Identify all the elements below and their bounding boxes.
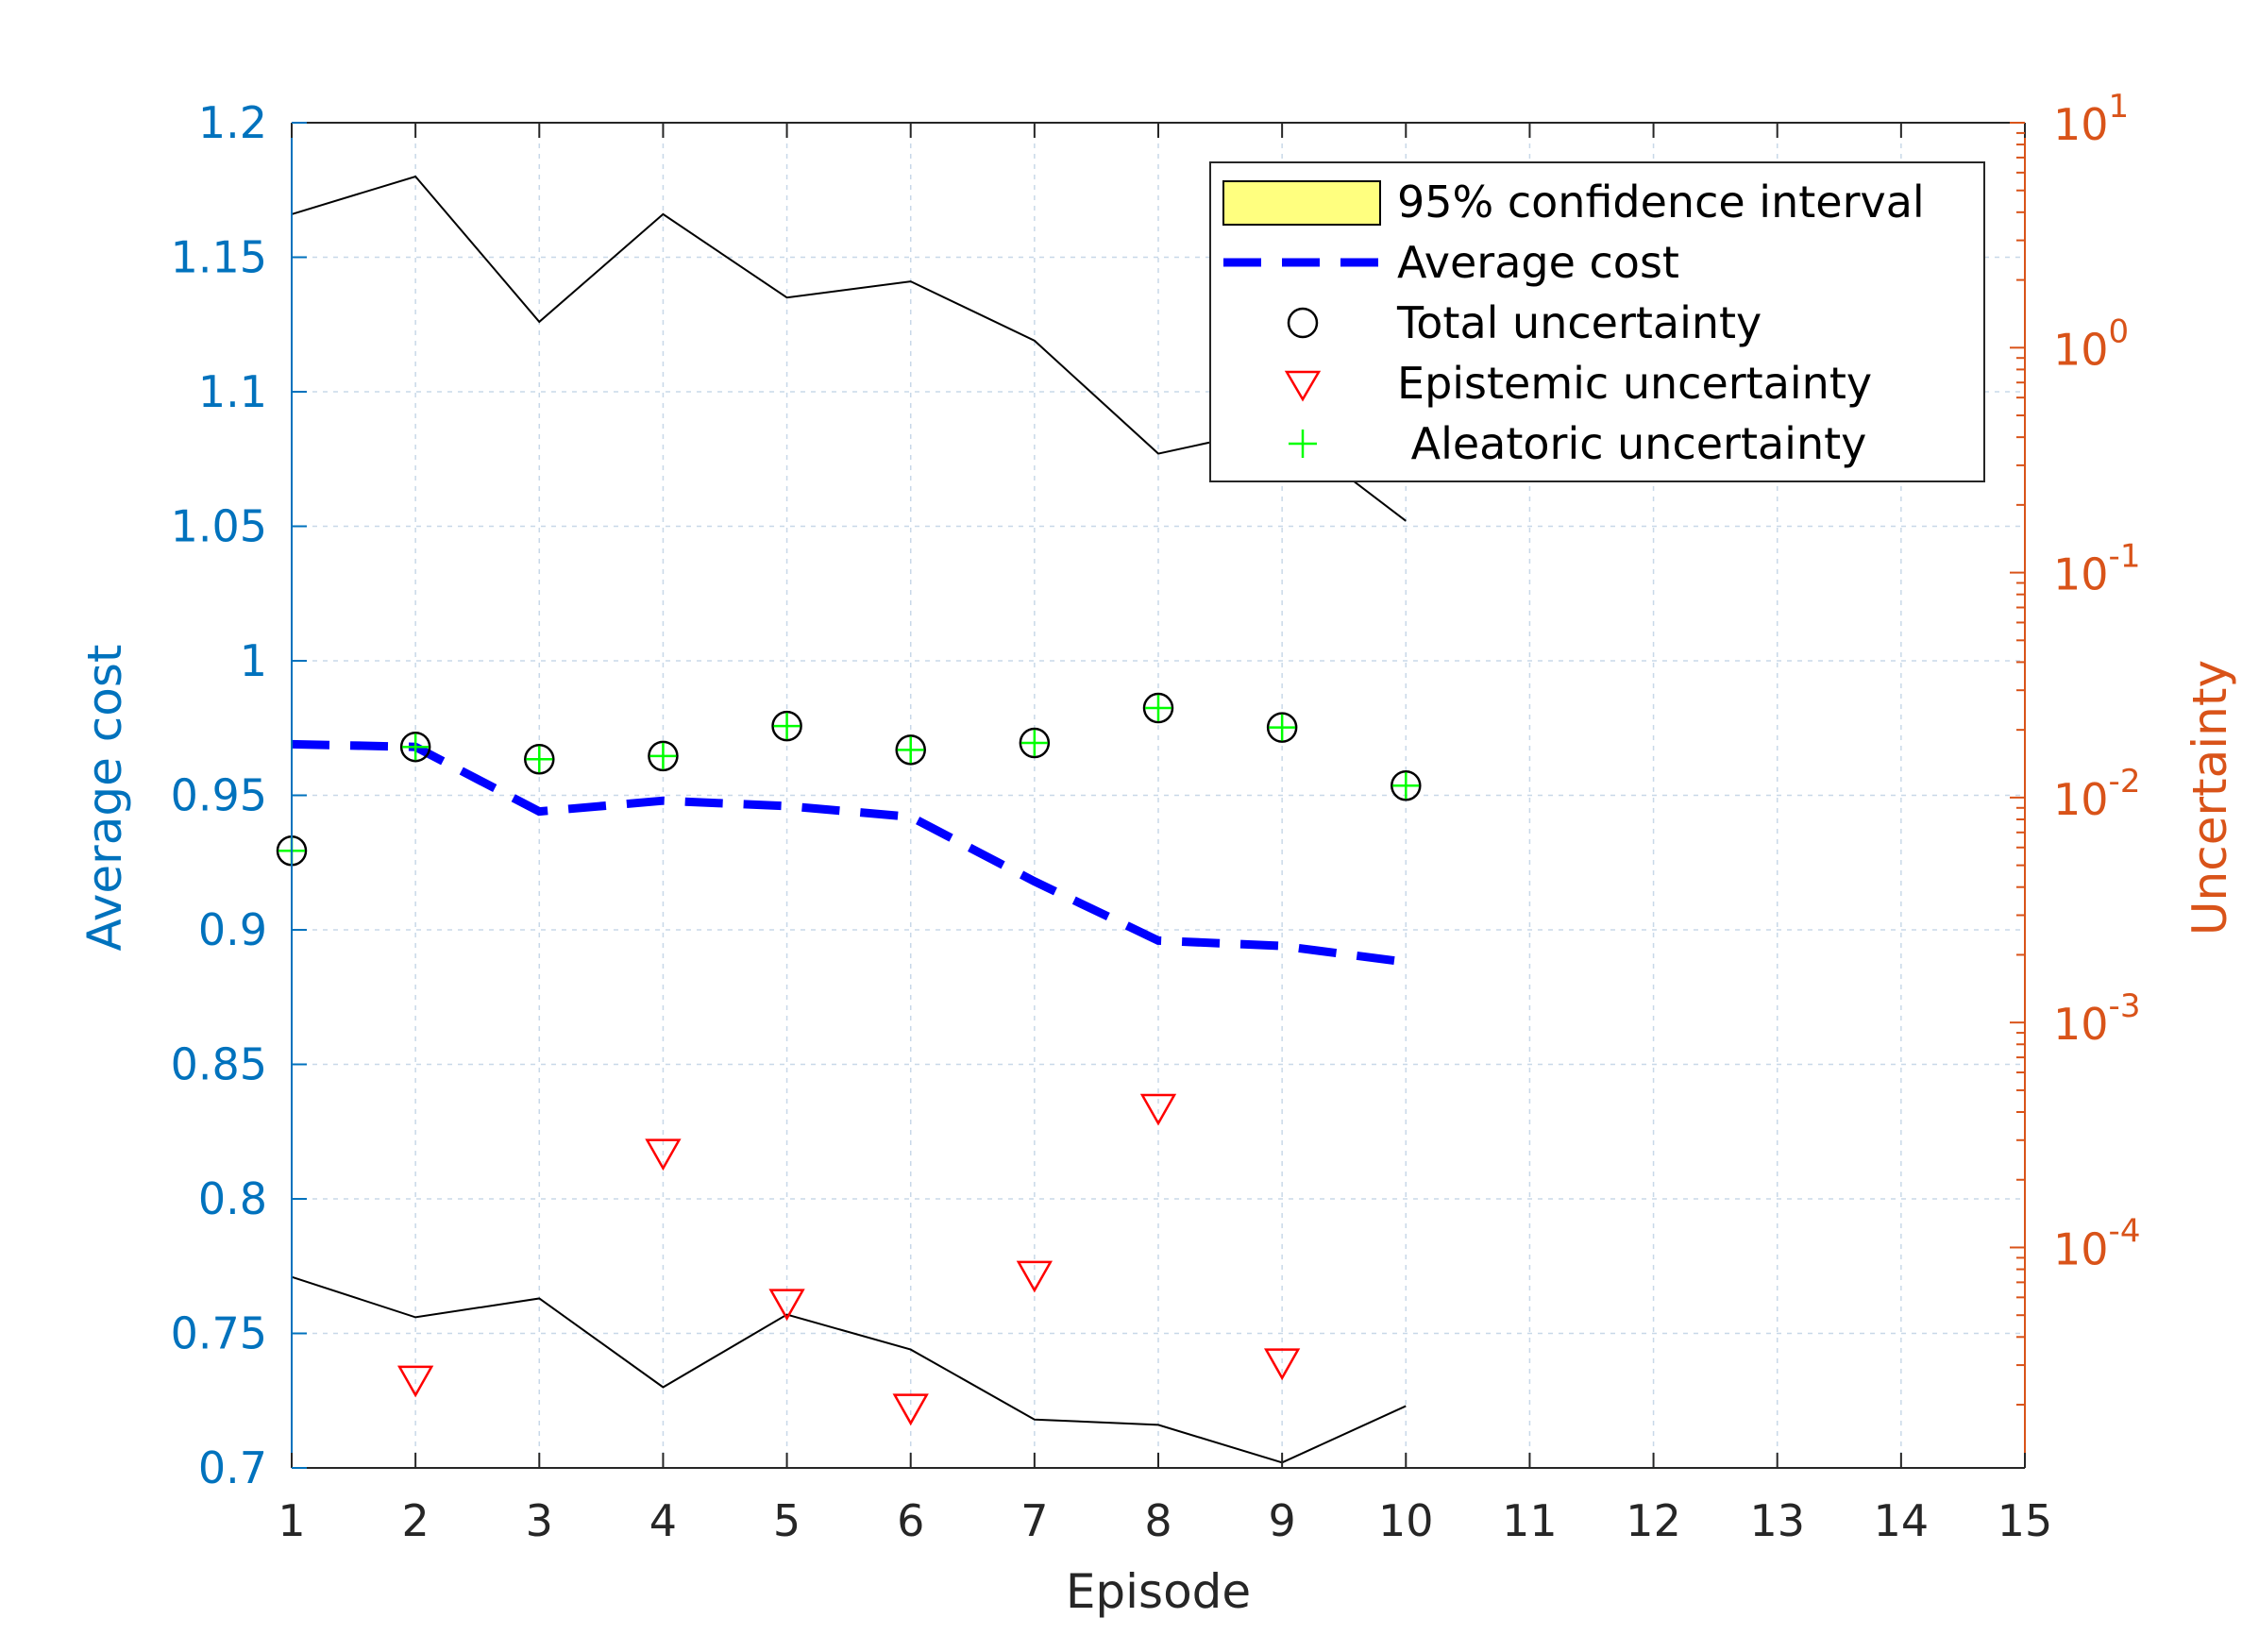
epistemic-uncertainty-point	[1139, 1093, 1177, 1126]
y-right-tick-exponent: -3	[2109, 987, 2141, 1025]
y-right-tick-exponent: 0	[2109, 312, 2130, 350]
x-tick-label: 2	[402, 1495, 430, 1546]
aleatoric-uncertainty-point	[1392, 772, 1420, 800]
epistemic-uncertainty-point	[1016, 1260, 1054, 1293]
legend-label: Average cost	[1397, 237, 1679, 288]
x-tick-label: 14	[1874, 1495, 1930, 1546]
y-left-tick-label: 0.9	[198, 904, 267, 955]
y-left-tick-label: 0.7	[198, 1442, 267, 1493]
legend: 95% confidence interval Average cost Total…	[1209, 161, 1985, 482]
y-right-tick-label: 100	[2053, 312, 2129, 375]
legend-label: Aleatoric uncertainty	[1397, 418, 1866, 469]
left-axis-title: Average cost	[77, 645, 132, 952]
legend-label: Epistemic uncertainty	[1397, 358, 1872, 409]
y-right-tick-base: 10	[2053, 1223, 2109, 1274]
legend-label: Total uncertainty	[1396, 297, 1762, 348]
x-tick-label: 5	[773, 1495, 801, 1546]
epistemic-uncertainty-point	[892, 1393, 929, 1426]
y-left-tick-label: 1	[240, 635, 267, 686]
total-uncertainty-point	[1142, 692, 1174, 724]
x-axis-title: Episode	[1066, 1564, 1251, 1619]
x-tick-label: 13	[1749, 1495, 1805, 1546]
axes: 1 2 3 4 5 6 7 8 9 10 11 12 13 14 150.70.750.80.850.90.…	[171, 88, 2141, 1546]
y-left-tick-label: 0.95	[171, 770, 267, 821]
y-left-tick-label: 1.1	[198, 366, 267, 417]
y-left-tick-label: 1.2	[198, 97, 267, 148]
total-uncertainty-point	[1266, 712, 1298, 743]
x-tick-label: 1	[278, 1495, 305, 1546]
total-uncertainty-point	[648, 740, 679, 772]
x-tick-label: 7	[1020, 1495, 1048, 1546]
aleatoric-uncertainty-point	[1269, 714, 1296, 741]
y-right-tick-label: 101	[2053, 88, 2129, 150]
total-uncertainty-point	[399, 731, 431, 763]
aleatoric-uncertainty-point	[402, 733, 430, 761]
x-tick-label: 12	[1626, 1495, 1681, 1546]
x-tick-label: 10	[1378, 1495, 1434, 1546]
epistemic-uncertainty-point	[645, 1138, 682, 1172]
x-tick-label: 8	[1144, 1495, 1172, 1546]
y-right-tick-exponent: 1	[2109, 88, 2130, 126]
y-right-tick-label: 10-4	[2053, 1212, 2140, 1274]
y-right-tick-base: 10	[2053, 324, 2109, 375]
legend-aleatoric-swatch	[1289, 430, 1317, 458]
aleatoric-uncertainty-point	[526, 746, 553, 773]
legend-label: 95% confidence interval	[1397, 177, 1925, 228]
total-uncertainty-point	[895, 734, 926, 766]
y-right-tick-label: 10-2	[2053, 763, 2140, 825]
aleatoric-uncertainty-point	[649, 742, 677, 769]
y-right-tick-exponent: -2	[2109, 763, 2141, 801]
epistemic-uncertainty-point	[1263, 1348, 1301, 1381]
x-tick-label: 11	[1502, 1495, 1558, 1546]
total-uncertainty-point	[1019, 727, 1051, 759]
x-tick-label: 9	[1269, 1495, 1296, 1546]
y-right-tick-exponent: -4	[2109, 1212, 2141, 1250]
x-tick-label: 3	[526, 1495, 553, 1546]
legend-total-swatch	[1287, 307, 1319, 339]
y-right-tick-base: 10	[2053, 549, 2109, 600]
legend-confidence-swatch	[1222, 180, 1381, 226]
y-right-tick-label: 10-1	[2053, 538, 2140, 600]
y-left-tick-label: 1.15	[171, 232, 267, 283]
epistemic-uncertainty-point	[396, 1365, 434, 1398]
x-tick-label: 4	[649, 1495, 677, 1546]
y-right-tick-label: 10-3	[2053, 987, 2140, 1050]
y-left-tick-label: 0.85	[171, 1039, 267, 1090]
y-right-tick-base: 10	[2053, 774, 2109, 825]
average-cost-line	[291, 739, 1407, 967]
total-uncertainty-point	[1391, 769, 1422, 801]
legend-epistemic-swatch	[1284, 370, 1322, 402]
aleatoric-uncertainty-point	[1145, 695, 1172, 722]
x-tick-label: 15	[1998, 1495, 2053, 1546]
aleatoric-uncertainty-point	[773, 713, 801, 740]
aleatoric-uncertainty-point	[1020, 729, 1048, 756]
aleatoric-uncertainty-point	[897, 736, 924, 764]
epistemic-uncertainty-point	[768, 1289, 805, 1322]
y-left-tick-label: 0.75	[171, 1308, 267, 1359]
y-left-tick-label: 1.05	[171, 501, 267, 552]
y-left-tick-label: 0.8	[198, 1173, 267, 1224]
y-right-tick-base: 10	[2053, 999, 2109, 1050]
total-uncertainty-point	[771, 710, 802, 742]
total-uncertainty-point	[524, 744, 555, 775]
confidence-lower-line	[291, 1275, 1407, 1464]
right-axis-title: Uncertainty	[2183, 660, 2237, 936]
x-tick-label: 6	[897, 1495, 924, 1546]
y-right-tick-base: 10	[2053, 99, 2109, 150]
y-right-tick-exponent: -1	[2109, 538, 2141, 576]
